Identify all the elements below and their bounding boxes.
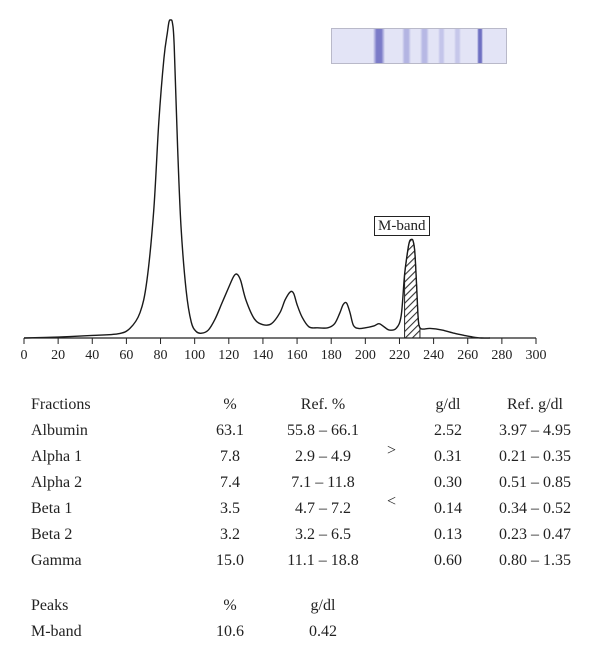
gel-band xyxy=(438,29,446,63)
x-tick-label: 200 xyxy=(355,348,376,363)
peaks-table-header: g/dl xyxy=(310,597,336,614)
fractions-table-cell: Alpha 2 xyxy=(31,474,83,491)
fractions-table-cell: 3.97 – 4.95 xyxy=(499,422,571,439)
gel-band xyxy=(419,29,429,63)
fractions-table-cell: 7.4 xyxy=(220,474,240,491)
fractions-table-cell: 15.0 xyxy=(216,552,244,569)
x-tick-label: 20 xyxy=(51,348,65,363)
fractions-table-cell: 0.31 xyxy=(434,448,462,465)
fractions-table-cell: 3.2 xyxy=(220,526,240,543)
fractions-table-cell: 2.9 – 4.9 xyxy=(295,448,351,465)
fractions-table-cell: Gamma xyxy=(31,552,82,569)
x-tick-label: 260 xyxy=(457,348,478,363)
gel-band xyxy=(477,29,483,63)
fractions-table-header: Ref. g/dl xyxy=(507,396,563,413)
fractions-table-header: % xyxy=(223,396,237,413)
x-tick-label: 180 xyxy=(321,348,342,363)
x-tick-label: 140 xyxy=(252,348,273,363)
fractions-table-header: Ref. % xyxy=(300,396,346,413)
peaks-table-cell: 10.6 xyxy=(216,623,244,640)
fractions-table-cell: 0.23 – 0.47 xyxy=(499,526,571,543)
fractions-table-cell: Alpha 1 xyxy=(31,448,83,465)
comparison-symbol: > xyxy=(387,442,397,459)
x-tick-label: 120 xyxy=(218,348,239,363)
gel-band xyxy=(453,29,461,63)
peaks-table-cell: M-band xyxy=(31,623,82,640)
peaks-table-cell: 0.42 xyxy=(309,623,337,640)
fractions-table-cell: 2.52 xyxy=(434,422,462,439)
fractions-table-cell: 0.21 – 0.35 xyxy=(499,448,571,465)
x-tick-label: 160 xyxy=(287,348,308,363)
densitometry-curve xyxy=(23,19,490,339)
gel-band xyxy=(402,29,412,63)
comparison-symbol: < xyxy=(387,493,397,510)
fractions-table-cell: Beta 2 xyxy=(31,526,73,543)
gel-band xyxy=(372,29,386,63)
fractions-table-cell: 4.7 – 7.2 xyxy=(295,500,351,517)
fractions-table-cell: 0.34 – 0.52 xyxy=(499,500,571,517)
x-tick-label: 40 xyxy=(85,348,99,363)
fractions-table-cell: 55.8 – 66.1 xyxy=(287,422,359,439)
fractions-table-header: g/dl xyxy=(435,396,461,413)
x-tick-label: 60 xyxy=(119,348,133,363)
fractions-table-cell: 7.8 xyxy=(220,448,240,465)
fractions-table-header: Fractions xyxy=(31,396,91,413)
fractions-table-cell: 0.13 xyxy=(434,526,462,543)
fractions-table-cell: 3.2 – 6.5 xyxy=(295,526,351,543)
gel-strip-image xyxy=(331,28,507,64)
fractions-table-cell: Beta 1 xyxy=(31,500,73,517)
x-tick-label: 240 xyxy=(423,348,444,363)
x-tick-label: 300 xyxy=(526,348,547,363)
m-band-annotation: M-band xyxy=(374,216,430,236)
peaks-table-header: Peaks xyxy=(31,597,69,614)
x-tick-label: 0 xyxy=(21,348,28,363)
fractions-table-cell: 0.51 – 0.85 xyxy=(499,474,571,491)
fractions-table-cell: 0.14 xyxy=(434,500,462,517)
x-tick-label: 280 xyxy=(491,348,512,363)
fractions-table-cell: 63.1 xyxy=(216,422,244,439)
x-tick-label: 80 xyxy=(154,348,168,363)
fractions-table-cell: 0.60 xyxy=(434,552,462,569)
fractions-table-cell: Albumin xyxy=(31,422,88,439)
fractions-table-cell: 11.1 – 18.8 xyxy=(287,552,359,569)
x-tick-label: 220 xyxy=(389,348,410,363)
fractions-table-cell: 0.80 – 1.35 xyxy=(499,552,571,569)
electrophoresis-chart: 0 20 40 60 80 100 120 140 160 180 200 220 240 260 280 3… xyxy=(21,19,547,363)
peaks-table-header: % xyxy=(223,597,237,614)
fractions-table-cell: 0.30 xyxy=(434,474,462,491)
fractions-table-cell: 7.1 – 11.8 xyxy=(291,474,355,491)
x-tick-label: 100 xyxy=(184,348,205,363)
fractions-table-cell: 3.5 xyxy=(220,500,240,517)
